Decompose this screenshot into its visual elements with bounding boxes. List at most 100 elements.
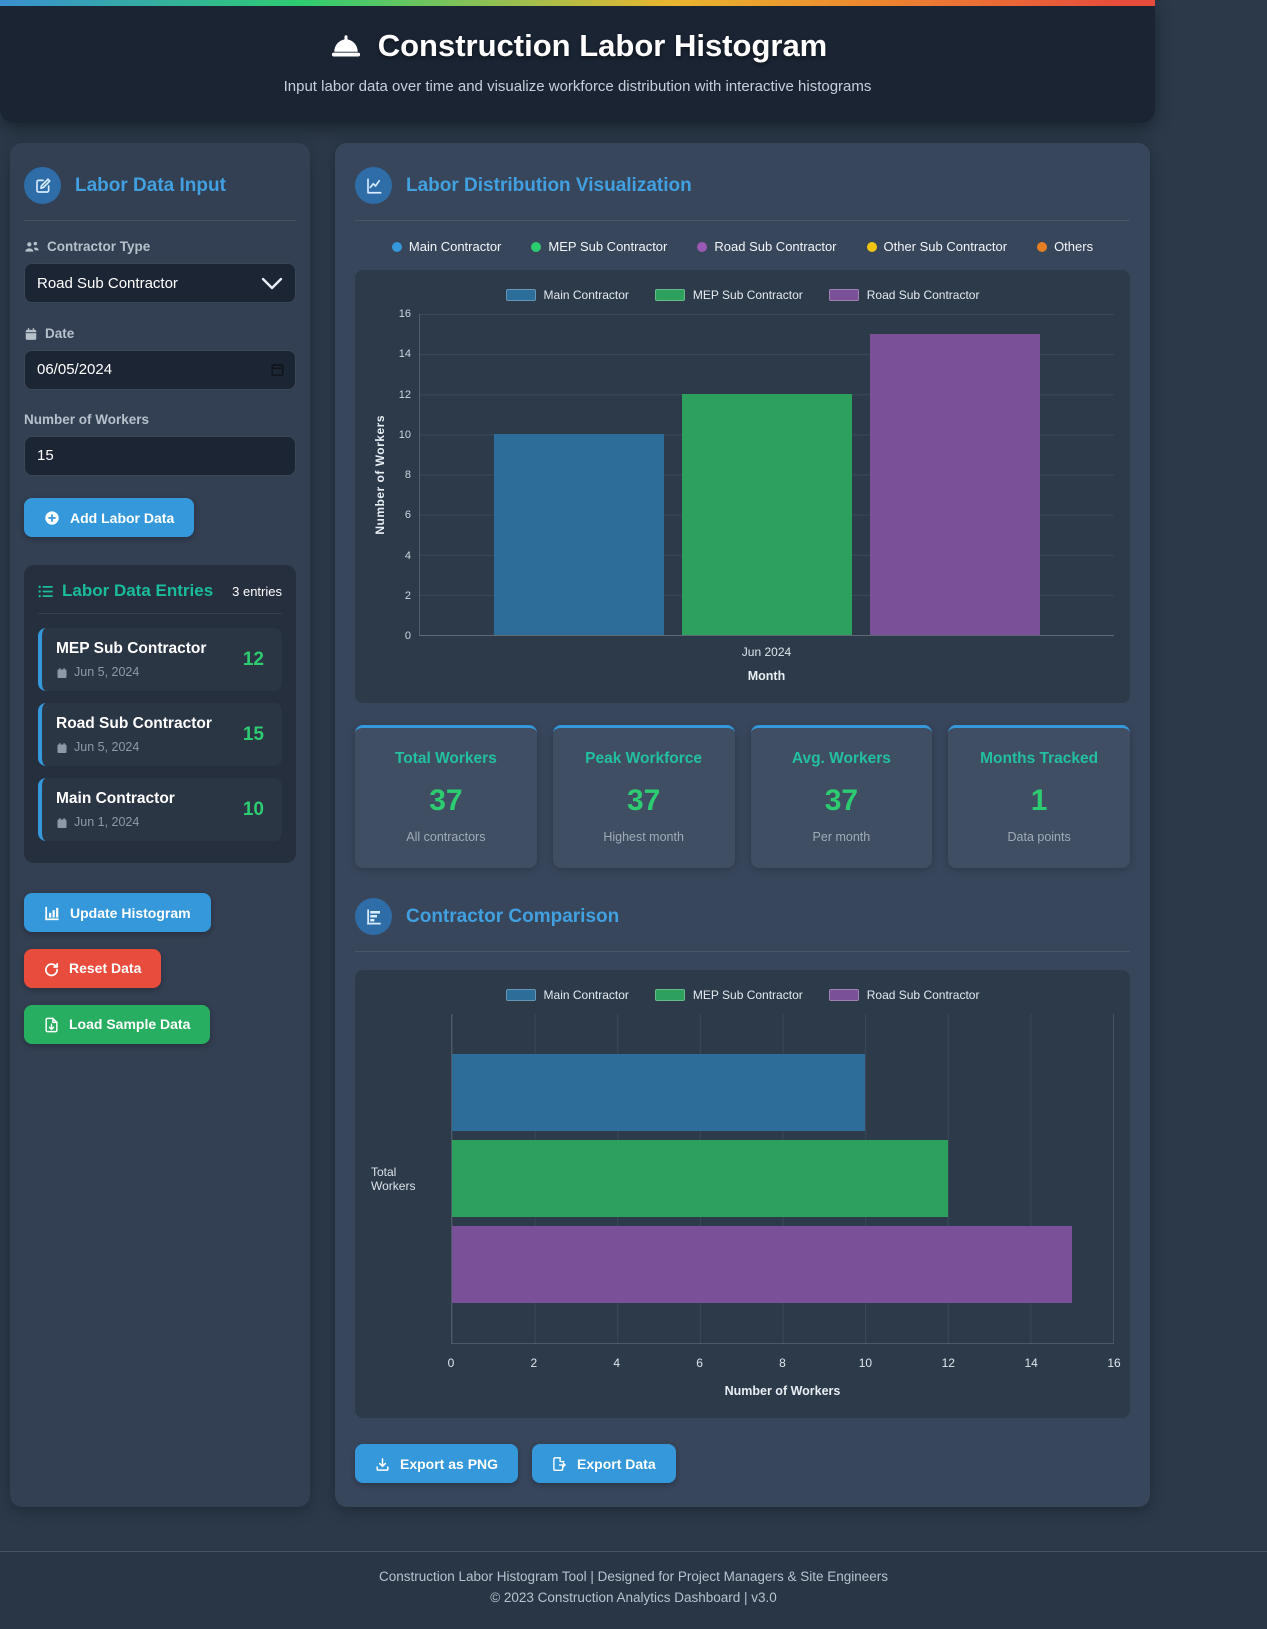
legend-label: Others [1054,239,1094,254]
contractor-type-value: Road Sub Contractor [37,274,178,292]
labor-data-input-panel: Labor Data Input Contractor Type Road Su… [10,143,310,1508]
file-export-icon [552,1455,567,1472]
stat-title: Months Tracked [980,750,1099,767]
update-histogram-button[interactable]: Update Histogram [24,893,211,932]
x-tick: 0 [447,1356,455,1370]
stat-subtitle: Per month [812,830,871,844]
export-png-button[interactable]: Export as PNG [355,1444,519,1484]
stat-value: 1 [1030,784,1048,817]
legend-swatch [828,989,859,1001]
category-label: Total Workers [371,1165,416,1193]
x-tick: 10 [858,1356,873,1370]
legend-dot [697,241,708,252]
entry-item: Road Sub Contractor Jun 5, 2024 15 [38,703,282,767]
entry-date: Jun 1, 2024 [74,815,140,830]
workers-label: Number of Workers [24,411,150,427]
entries-title: Labor Data Entries [62,581,214,601]
stat-value: 37 [429,784,463,817]
calendar-icon [56,665,68,679]
y-tick: 6 [404,509,411,522]
stat-value: 37 [626,784,661,817]
legend-label: Main Contractor [408,239,502,254]
hbar-main-contractor [452,1054,866,1131]
users-icon [24,239,40,254]
date-label: Date [45,325,75,341]
add-labor-data-button[interactable]: Add Labor Data [24,497,195,538]
download-icon [375,1455,390,1472]
y-tick: 10 [398,428,411,441]
legend-item-main-contractor[interactable]: Main Contractor [505,988,629,1002]
legend-item-road-sub-contractor[interactable]: Road Sub Contractor [828,288,980,302]
date-input[interactable] [24,349,296,390]
visualization-panel: Labor Distribution Visualization Main Co… [335,143,1150,1508]
bar-chart-icon [44,904,60,921]
legend-item-mep-sub-contractor[interactable]: MEP Sub Contractor [654,288,803,302]
bar-main-contractor [494,434,664,635]
hbar-mep-sub-contractor [452,1140,948,1217]
stat-card-avg-workers: Avg. Workers 37 Per month [750,725,933,868]
stat-title: Peak Workforce [585,750,703,767]
hbar-road-sub-contractor [452,1226,1072,1303]
export-data-button[interactable]: Export Data [532,1444,676,1484]
calendar-icon [24,325,38,340]
page-subtitle: Input labor data over time and visualize… [283,78,872,95]
chart-bar-horizontal-icon [355,898,392,935]
comparison-chart: Main Contractor MEP Sub Contractor Road … [355,970,1130,1418]
x-tick: Jun 2024 [741,645,792,659]
legend-swatch [828,289,859,301]
legend-item-main-contractor[interactable]: Main Contractor [505,288,629,302]
page-title: Construction Labor Histogram [377,28,828,63]
legend-dot [866,241,877,252]
legend-item-mep-sub-contractor[interactable]: MEP Sub Contractor [654,988,803,1002]
load-sample-data-label: Load Sample Data [69,1016,191,1033]
stat-subtitle: Highest month [603,830,684,844]
x-tick: 4 [613,1356,621,1370]
entry-name: MEP Sub Contractor [56,640,207,658]
x-tick: 12 [941,1356,955,1370]
legend-dot [531,241,542,252]
x-tick: 6 [696,1356,703,1370]
chart-legend: Main Contractor MEP Sub Contractor Road … [371,288,1114,302]
x-tick: 14 [1024,1356,1038,1370]
y-tick: 4 [404,549,411,562]
entry-value: 10 [242,798,264,820]
entry-date: Jun 5, 2024 [74,740,140,755]
chart-legend: Main Contractor MEP Sub Contractor Road … [371,988,1114,1002]
contractor-type-legend: Main Contractor MEP Sub Contractor Road … [355,239,1130,254]
legend-label: Road Sub Contractor [866,288,980,302]
rainbow-top-bar [0,0,1155,6]
legend-item-road-sub-contractor[interactable]: Road Sub Contractor [828,988,979,1002]
legend-label: MEP Sub Contractor [692,288,803,302]
footer-line-2: © 2023 Construction Analytics Dashboard … [490,1590,777,1606]
entry-name: Main Contractor [56,790,175,808]
y-tick: 14 [398,348,411,361]
legend-item: MEP Sub Contractor [531,239,667,254]
y-axis-title: Number of Workers [373,415,387,535]
divider [24,220,296,221]
legend-label: Main Contractor [543,988,629,1002]
entry-value: 15 [242,723,264,745]
bar-mep-sub-contractor [682,394,852,635]
sidebar-title: Labor Data Input [75,174,226,196]
legend-label: Main Contractor [543,288,629,302]
stat-title: Total Workers [394,750,497,767]
load-sample-data-button[interactable]: Load Sample Data [24,1004,211,1045]
x-axis-title: Month [747,669,786,683]
stat-card-total-workers: Total Workers 37 All contractors [355,725,537,868]
contractor-type-select[interactable]: Road Sub Contractor [24,263,296,304]
legend-item: Others [1037,239,1093,254]
footer: Construction Labor Histogram Tool | Desi… [0,1551,1267,1629]
workers-input[interactable] [24,435,296,476]
chart-line-icon [355,167,392,204]
date-picker-icon[interactable] [270,361,285,379]
divider [355,951,1130,952]
legend-item: Road Sub Contractor [697,239,837,254]
x-tick: 8 [779,1356,786,1370]
reset-data-button[interactable]: Reset Data [24,948,162,988]
legend-swatch [505,989,536,1001]
legend-label: MEP Sub Contractor [548,239,668,254]
viz-section-title: Labor Distribution Visualization [406,174,692,196]
export-png-label: Export as PNG [400,1455,499,1472]
entry-item: Main Contractor Jun 1, 2024 10 [38,778,282,842]
list-icon [38,581,54,601]
